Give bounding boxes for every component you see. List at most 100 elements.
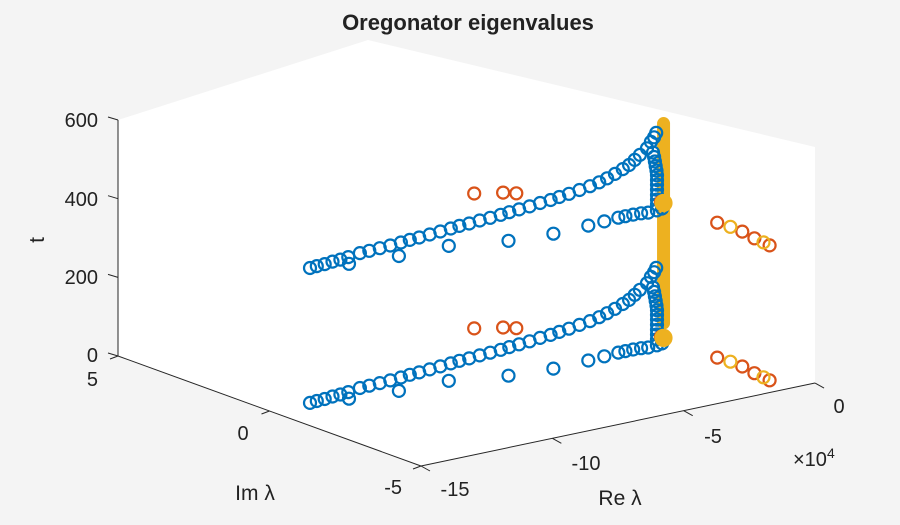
re-axis-line [420,382,816,467]
data-point [756,370,771,385]
data-point [649,303,665,318]
data-point [352,246,367,261]
data-point [633,206,649,221]
data-point [341,391,357,406]
data-point [546,226,561,241]
data-point [443,221,458,236]
data-point [391,383,406,398]
data-point [649,307,665,322]
im-tick-0: 0 [237,423,248,445]
data-point [509,186,524,201]
data-point [552,324,567,339]
im-axis-label: Im λ [235,482,275,505]
data-point [633,341,649,356]
data-markers [302,117,777,410]
re-axis-exponent: ×104 [793,445,835,471]
data-point [509,321,524,336]
data-point [402,232,417,247]
data-point [649,317,665,332]
data-point [645,280,661,295]
t-tick-200: 200 [65,267,98,289]
data-point [611,210,626,225]
data-point [654,328,673,347]
data-point [325,254,340,269]
data-point [756,235,771,250]
data-point [546,361,561,376]
data-point [649,182,665,197]
data-point [352,380,367,396]
data-point [735,224,750,239]
data-point [599,171,615,186]
data-point [592,175,607,190]
im-tick-5: 5 [87,369,98,391]
data-point [317,391,332,407]
data-point [402,367,417,382]
data-point [649,312,665,327]
chart-title: Oregonator eigenvalues [342,10,594,35]
data-point [723,219,738,234]
data-point [649,177,665,192]
data-point [599,306,615,321]
data-point [552,189,567,205]
re-tick-neg10: -10 [572,453,601,475]
data-point [309,393,324,409]
data-point [502,205,517,220]
data-point [597,214,612,229]
data-point [710,350,725,365]
data-point [493,342,508,357]
data-point [735,359,750,374]
data-point [501,233,516,248]
data-point [341,256,357,271]
data-point [626,342,641,357]
data-point [452,218,467,233]
t-axis-label: t [26,237,49,243]
data-point [467,186,482,201]
data-point [723,354,738,369]
data-point [597,349,612,364]
data-point [543,327,558,342]
data-point [654,193,673,213]
data-point [393,370,408,385]
data-point [581,218,596,233]
data-point [618,344,633,359]
re-tick-neg5: -5 [704,426,722,448]
data-point [302,395,318,410]
data-point [618,209,633,224]
data-point [391,248,406,264]
data-point [467,321,482,336]
data-point [302,260,318,276]
data-point [710,215,725,230]
data-point [325,389,340,404]
data-point [496,185,511,200]
data-point [452,353,467,368]
data-point [443,356,458,371]
axes-back-panel [118,40,815,466]
re-axis-label: Re λ [598,487,642,510]
data-point [493,207,508,222]
data-point [649,172,665,188]
t-tick-400: 400 [65,189,98,211]
data-point [309,259,324,274]
data-point [581,353,596,368]
data-point [645,145,661,160]
data-point [626,207,641,222]
data-point [649,260,664,275]
axis-ticks [107,116,825,472]
data-point [393,235,408,250]
data-point [501,368,516,383]
data-point [641,205,656,220]
data-point [502,340,517,355]
data-point [496,320,511,335]
data-point [641,340,656,355]
data-point [649,125,664,140]
data-point [441,373,456,388]
data-point [592,310,607,325]
t-tick-0: 0 [87,345,98,367]
data-point [611,345,626,360]
data-point [543,192,558,208]
t-tick-600: 600 [65,110,98,132]
data-point [317,257,332,272]
re-tick-0: 0 [833,396,844,418]
data-point [649,168,665,183]
